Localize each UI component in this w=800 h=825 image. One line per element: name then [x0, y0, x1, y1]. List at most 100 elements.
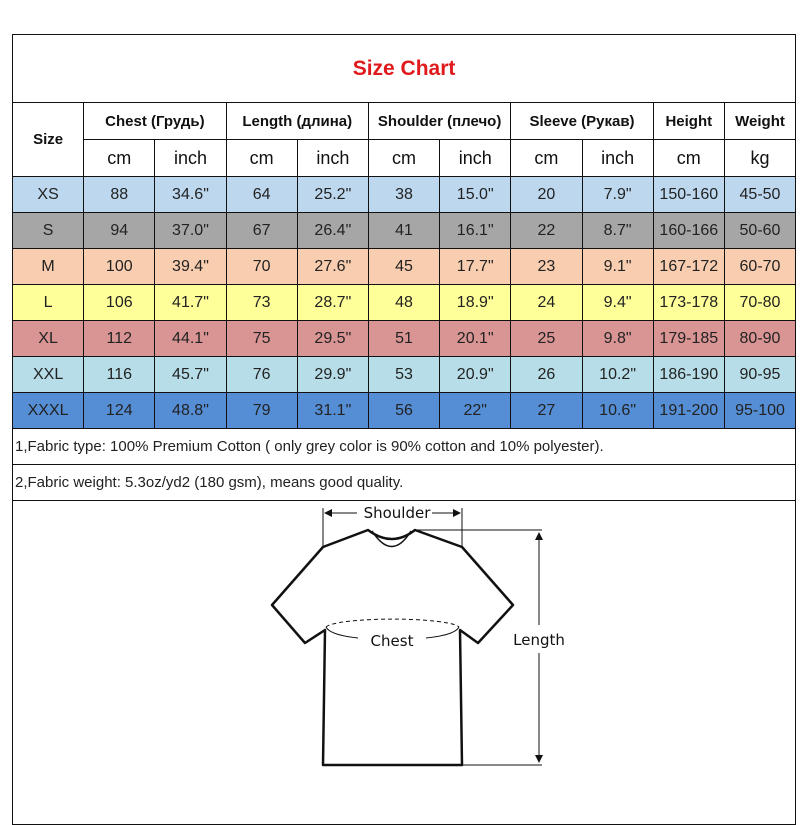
unit-header: cm	[652, 139, 725, 177]
header-height: Height	[652, 102, 725, 140]
measurement-cell: 10.2"	[581, 356, 654, 393]
measurement-cell: 29.5"	[296, 320, 369, 357]
measurement-cell: 26.4"	[296, 212, 369, 249]
measurement-cell: 17.7"	[439, 248, 512, 285]
measurement-cell: 37.0"	[154, 212, 227, 249]
measurement-cell: 179-185	[652, 320, 725, 357]
measurement-cell: 9.8"	[581, 320, 654, 357]
size-chart: Size Chart Size Chest (Грудь) Length (дл…	[11, 34, 797, 825]
measurement-cell: 22"	[439, 392, 512, 429]
size-row-s: S 94 37.0" 67 26.4" 41 16.1" 22 8.7" 160-166 50-60	[11, 212, 797, 249]
note-fabric-type: 1,Fabric type: 100% Premium Cotton ( onl…	[11, 428, 797, 465]
measurement-cell: 24	[510, 284, 583, 321]
measurement-cell: 45.7"	[154, 356, 227, 393]
size-row-xxl: XXL 116 45.7" 76 29.9" 53 20.9" 26 10.2" 186-190 9…	[11, 356, 797, 393]
size-row-xs: XS 88 34.6" 64 25.2" 38 15.0" 20 7.9" 150-160 45-5…	[11, 176, 797, 213]
measurement-cell: 25.2"	[296, 176, 369, 213]
chart-title: Size Chart	[11, 34, 797, 103]
measurement-cell: 45	[367, 248, 441, 285]
size-row-m: M 100 39.4" 70 27.6" 45 17.7" 23 9.1" 167-172 60-7…	[11, 248, 797, 285]
measurement-cell: 124	[83, 392, 156, 429]
measurement-cell: 67	[225, 212, 298, 249]
unit-header: kg	[723, 139, 797, 177]
measurement-cell: 9.4"	[581, 284, 654, 321]
measurement-cell: 64	[225, 176, 298, 213]
measurement-cell: 10.6"	[581, 392, 654, 429]
header-chest: Chest (Грудь)	[83, 102, 227, 140]
size-label: S	[11, 212, 85, 249]
measurement-cell: 29.9"	[296, 356, 369, 393]
measurement-cell: 31.1"	[296, 392, 369, 429]
measurement-cell: 167-172	[652, 248, 725, 285]
measurement-cell: 7.9"	[581, 176, 654, 213]
unit-header: inch	[439, 139, 512, 177]
unit-header: cm	[225, 139, 298, 177]
measurement-cell: 100	[83, 248, 156, 285]
size-label: XXXL	[11, 392, 85, 429]
measurement-cell: 79	[225, 392, 298, 429]
measurement-cell: 191-200	[652, 392, 725, 429]
measurement-cell: 48	[367, 284, 441, 321]
measurement-cell: 56	[367, 392, 441, 429]
unit-header: inch	[154, 139, 227, 177]
header-shoulder: Shoulder (плечо)	[367, 102, 512, 140]
measurement-cell: 22	[510, 212, 583, 249]
measurement-cell: 27	[510, 392, 583, 429]
measurement-cell: 20.9"	[439, 356, 512, 393]
diagram-cell	[11, 500, 797, 825]
size-label: XS	[11, 176, 85, 213]
measurement-cell: 70-80	[723, 284, 797, 321]
measurement-cell: 34.6"	[154, 176, 227, 213]
measurement-cell: 41.7"	[154, 284, 227, 321]
measurement-cell: 39.4"	[154, 248, 227, 285]
measurement-cell: 15.0"	[439, 176, 512, 213]
measurement-cell: 53	[367, 356, 441, 393]
header-size: Size	[11, 102, 85, 177]
measurement-cell: 60-70	[723, 248, 797, 285]
measurement-cell: 27.6"	[296, 248, 369, 285]
header-length: Length (длина)	[225, 102, 369, 140]
unit-header: cm	[510, 139, 583, 177]
measurement-cell: 48.8"	[154, 392, 227, 429]
measurement-cell: 26	[510, 356, 583, 393]
note-fabric-weight: 2,Fabric weight: 5.3oz/yd2 (180 gsm), me…	[11, 464, 797, 501]
measurement-cell: 45-50	[723, 176, 797, 213]
measurement-cell: 94	[83, 212, 156, 249]
measurement-cell: 18.9"	[439, 284, 512, 321]
measurement-cell: 75	[225, 320, 298, 357]
measurement-cell: 76	[225, 356, 298, 393]
size-row-xxxl: XXXL 124 48.8" 79 31.1" 56 22" 27 10.6" 191-200 95…	[11, 392, 797, 429]
measurement-cell: 44.1"	[154, 320, 227, 357]
measurement-cell: 95-100	[723, 392, 797, 429]
size-label: M	[11, 248, 85, 285]
measurement-cell: 38	[367, 176, 441, 213]
measurement-cell: 90-95	[723, 356, 797, 393]
measurement-cell: 16.1"	[439, 212, 512, 249]
measurement-cell: 8.7"	[581, 212, 654, 249]
header-sleeve: Sleeve (Рукав)	[510, 102, 654, 140]
measurement-cell: 116	[83, 356, 156, 393]
size-label: XL	[11, 320, 85, 357]
measurement-cell: 51	[367, 320, 441, 357]
measurement-cell: 150-160	[652, 176, 725, 213]
measurement-cell: 28.7"	[296, 284, 369, 321]
measurement-cell: 41	[367, 212, 441, 249]
size-label: XXL	[11, 356, 85, 393]
measurement-cell: 20	[510, 176, 583, 213]
unit-header: cm	[83, 139, 156, 177]
measurement-cell: 112	[83, 320, 156, 357]
size-row-xl: XL 112 44.1" 75 29.5" 51 20.1" 25 9.8" 179-185 80-…	[11, 320, 797, 357]
measurement-cell: 106	[83, 284, 156, 321]
measurement-cell: 173-178	[652, 284, 725, 321]
measurement-cell: 160-166	[652, 212, 725, 249]
unit-header: cm	[367, 139, 441, 177]
header-weight: Weight	[723, 102, 797, 140]
measurement-cell: 23	[510, 248, 583, 285]
size-table: Size Chart Size Chest (Грудь) Length (дл…	[11, 34, 797, 825]
size-row-l: L 106 41.7" 73 28.7" 48 18.9" 24 9.4" 173-178 70-8…	[11, 284, 797, 321]
measurement-cell: 20.1"	[439, 320, 512, 357]
measurement-cell: 186-190	[652, 356, 725, 393]
measurement-cell: 88	[83, 176, 156, 213]
measurement-cell: 50-60	[723, 212, 797, 249]
measurement-cell: 73	[225, 284, 298, 321]
